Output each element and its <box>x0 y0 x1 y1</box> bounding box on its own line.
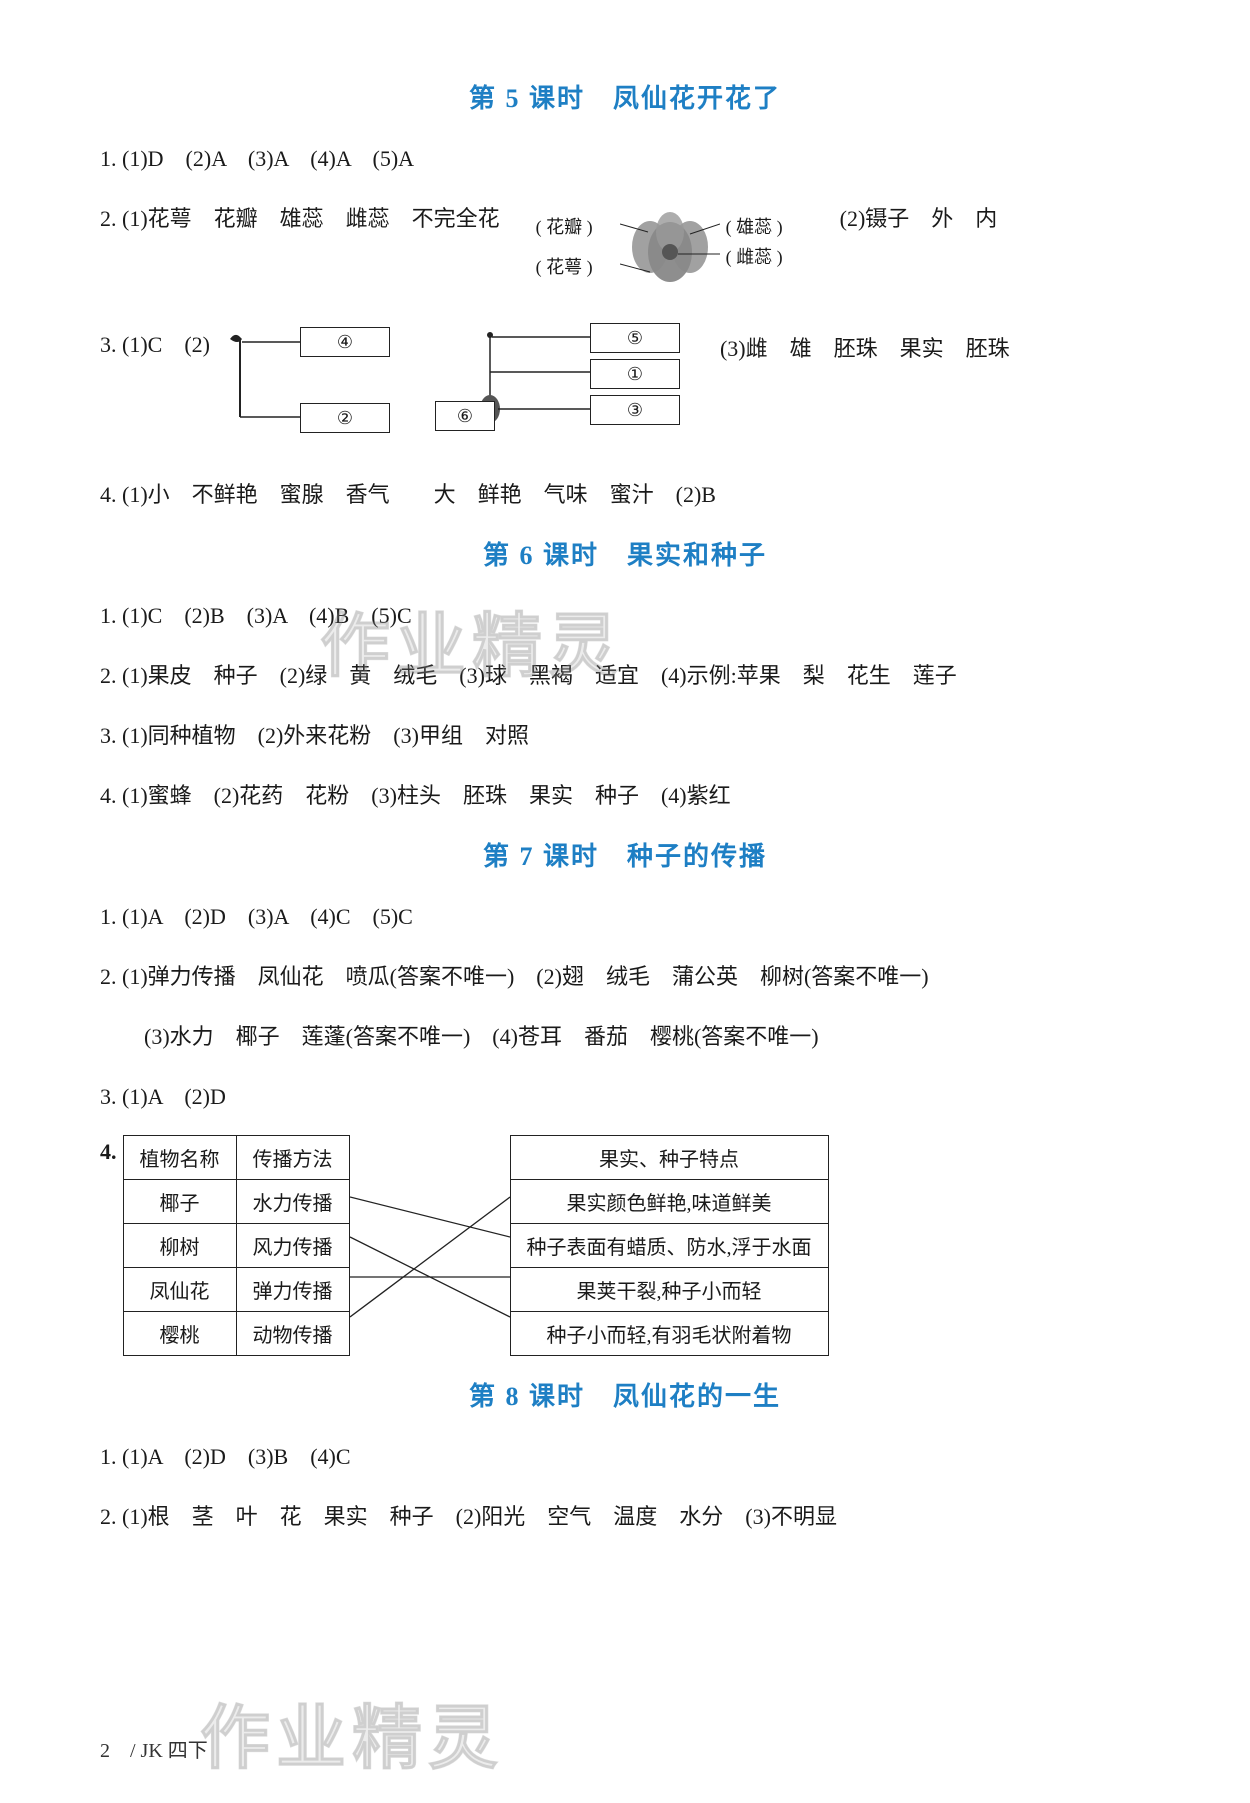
label-stamen: ( 雄蕊 ) <box>726 213 783 239</box>
cell: 种子表面有蜡质、防水,浮于水面 <box>510 1224 828 1268</box>
lesson8-title: 第 8 课时 凤仙花的一生 <box>100 1376 1150 1413</box>
box-2: ② <box>300 403 390 433</box>
cell: 椰子 <box>123 1180 236 1224</box>
lesson5-title: 第 5 课时 凤仙花开花了 <box>100 78 1150 115</box>
box-3: ③ <box>590 395 680 425</box>
l5-q3-right: (3)雌 雄 胚珠 果实 胚珠 <box>720 327 1010 371</box>
table-row: 果荚干裂,种子小而轻 <box>510 1268 828 1312</box>
l5-q3-row: 3. (1)C (2) ④ ② ⑤ ① ③ ⑥ (3)雌 雄 胚珠 果实 胚珠 <box>100 327 1150 447</box>
l7-q1: 1. (1)A (2)D (3)A (4)C (5)C <box>100 895 1150 939</box>
l5-q4: 4. (1)小 不鲜艳 蜜腺 香气 大 鲜艳 气味 蜜汁 (2)B <box>100 473 1150 517</box>
flower-icon <box>620 202 720 302</box>
flower-diagram: ( 花瓣 ) ( 花萼 ) ( 雄蕊 ) ( 雌蕊 ) <box>530 197 810 307</box>
l6-q2: 2. (1)果皮 种子 (2)绿 黄 绒毛 (3)球 黑褐 适宜 (4)示例:苹… <box>100 654 1150 698</box>
l7-q3: 3. (1)A (2)D <box>100 1075 1150 1119</box>
box-6: ⑥ <box>435 401 495 431</box>
label-petal: ( 花瓣 ) <box>536 213 593 239</box>
match-svg <box>350 1135 510 1345</box>
label-pistil: ( 雌蕊 ) <box>726 243 783 269</box>
l5-q1: 1. (1)D (2)A (3)A (4)A (5)A <box>100 137 1150 181</box>
th-plant: 植物名称 <box>123 1136 236 1180</box>
table-row: 椰子 水力传播 <box>123 1180 349 1224</box>
l5-q2-row: 2. (1)花萼 花瓣 雄蕊 雌蕊 不完全花 ( 花瓣 ) ( 花萼 ) ( 雄… <box>100 197 1150 307</box>
l7-q4-num: 4. <box>100 1135 117 1165</box>
l6-q1: 1. (1)C (2)B (3)A (4)B (5)C <box>100 594 1150 638</box>
cell: 果实颜色鲜艳,味道鲜美 <box>510 1180 828 1224</box>
cell: 果荚干裂,种子小而轻 <box>510 1268 828 1312</box>
right-match-table: 果实、种子特点 果实颜色鲜艳,味道鲜美 种子表面有蜡质、防水,浮于水面 果荚干裂… <box>510 1135 829 1356</box>
box-5: ⑤ <box>590 323 680 353</box>
watermark: 作业精灵 <box>200 1682 504 1783</box>
match-lines <box>350 1135 510 1356</box>
cell: 水力传播 <box>236 1180 349 1224</box>
cell: 柳树 <box>123 1224 236 1268</box>
box-4: ④ <box>300 327 390 357</box>
l5-q3-left: 3. (1)C (2) <box>100 327 210 359</box>
cell: 弹力传播 <box>236 1268 349 1312</box>
lesson7-title: 第 7 课时 种子的传播 <box>100 836 1150 873</box>
l7-q2a: 2. (1)弹力传播 凤仙花 喷瓜(答案不唯一) (2)翅 绒毛 蒲公英 柳树(… <box>100 955 1150 999</box>
l7-q2b: (3)水力 椰子 莲蓬(答案不唯一) (4)苍耳 番茄 樱桃(答案不唯一) <box>100 1015 1150 1059</box>
table-row: 凤仙花 弹力传播 <box>123 1268 349 1312</box>
cell: 动物传播 <box>236 1312 349 1356</box>
left-match-table: 植物名称 传播方法 椰子 水力传播 柳树 风力传播 凤仙花 弹力传播 樱桃 动物… <box>123 1135 350 1356</box>
box-1: ① <box>590 359 680 389</box>
table-row: 种子小而轻,有羽毛状附着物 <box>510 1312 828 1356</box>
l8-q1: 1. (1)A (2)D (3)B (4)C <box>100 1435 1150 1479</box>
table-row: 果实颜色鲜艳,味道鲜美 <box>510 1180 828 1224</box>
cell: 凤仙花 <box>123 1268 236 1312</box>
l8-q2: 2. (1)根 茎 叶 花 果实 种子 (2)阳光 空气 温度 水分 (3)不明… <box>100 1495 1150 1539</box>
lesson6-title: 第 6 课时 果实和种子 <box>100 535 1150 572</box>
table-row: 果实、种子特点 <box>510 1136 828 1180</box>
matching-container: 4. 植物名称 传播方法 椰子 水力传播 柳树 风力传播 凤仙花 弹力传播 樱桃… <box>100 1135 1150 1356</box>
table-row: 种子表面有蜡质、防水,浮于水面 <box>510 1224 828 1268</box>
label-sepal: ( 花萼 ) <box>536 253 593 279</box>
l5-q2-right: (2)镊子 外 内 <box>840 197 998 241</box>
pistil-diagram: ④ ② ⑤ ① ③ ⑥ <box>220 327 700 447</box>
th-feature: 果实、种子特点 <box>510 1136 828 1180</box>
table-row: 樱桃 动物传播 <box>123 1312 349 1356</box>
table-row: 柳树 风力传播 <box>123 1224 349 1268</box>
th-method: 传播方法 <box>236 1136 349 1180</box>
page-footer: 2 / JK 四下 <box>100 1734 208 1763</box>
table-row: 植物名称 传播方法 <box>123 1136 349 1180</box>
cell: 樱桃 <box>123 1312 236 1356</box>
l5-q2-left: 2. (1)花萼 花瓣 雄蕊 雌蕊 不完全花 <box>100 197 500 241</box>
l6-q3: 3. (1)同种植物 (2)外来花粉 (3)甲组 对照 <box>100 714 1150 758</box>
cell: 种子小而轻,有羽毛状附着物 <box>510 1312 828 1356</box>
l6-q4: 4. (1)蜜蜂 (2)花药 花粉 (3)柱头 胚珠 果实 种子 (4)紫红 <box>100 774 1150 818</box>
cell: 风力传播 <box>236 1224 349 1268</box>
